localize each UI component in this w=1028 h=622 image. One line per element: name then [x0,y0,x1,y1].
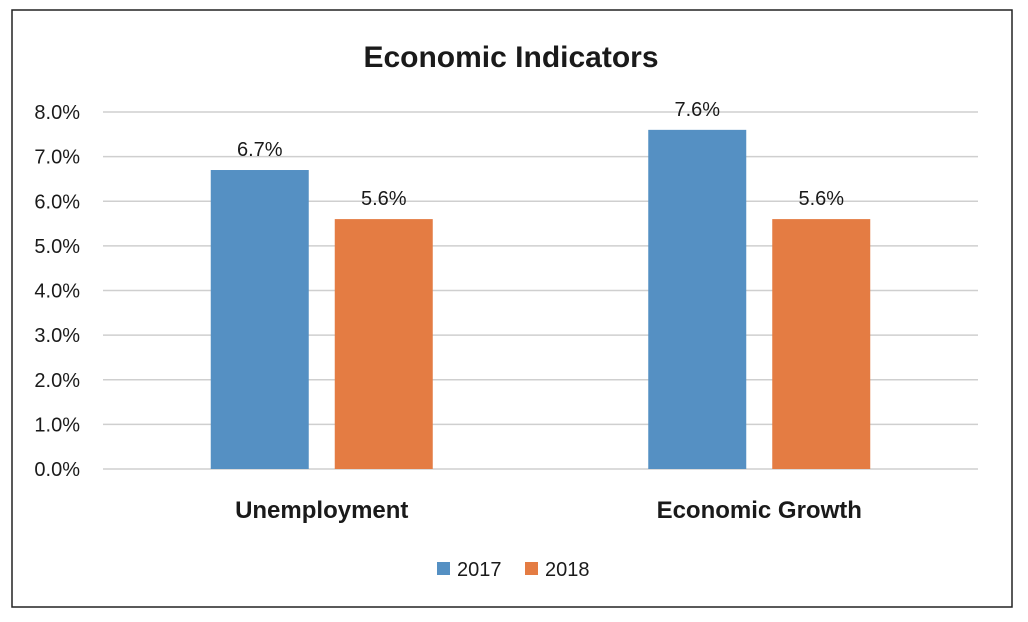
y-tick-label: 1.0% [34,414,80,436]
y-tick-label: 3.0% [34,325,80,347]
bar-2018-1 [772,219,871,469]
y-tick-label: 8.0% [34,102,80,124]
legend: 2017 2018 [437,559,590,581]
legend-swatch-2018 [525,562,538,575]
legend-label-2017: 2017 [457,559,502,581]
x-category-label: Economic Growth [657,497,862,524]
x-category-label: Unemployment [235,497,408,524]
bar-2017-1 [648,129,747,469]
y-tick-label: 7.0% [34,147,80,169]
bar-2017-0 [210,170,309,469]
legend-label-2018: 2018 [545,559,590,581]
y-tick-label: 5.0% [34,236,80,258]
legend-swatch-2017 [437,562,450,575]
y-tick-label: 0.0% [34,459,80,481]
bar-2018-0 [334,219,433,469]
data-label: 5.6% [798,188,844,210]
data-label: 5.6% [361,188,407,210]
y-tick-label: 4.0% [34,281,80,303]
data-label: 6.7% [237,139,283,161]
y-tick-label: 2.0% [34,370,80,392]
chart-title: Economic Indicators [363,41,658,74]
data-label: 7.6% [674,99,720,121]
y-tick-label: 6.0% [34,191,80,213]
